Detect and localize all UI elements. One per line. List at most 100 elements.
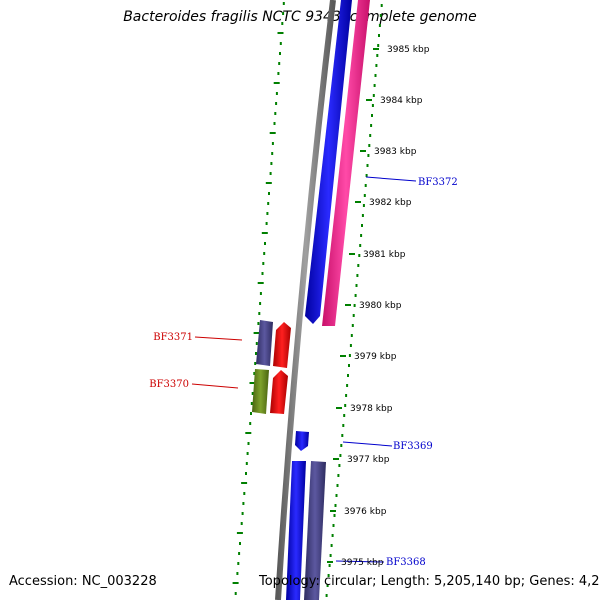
scale-minor-tick	[355, 284, 358, 287]
scale-minor-tick	[336, 484, 339, 487]
gc-tick	[273, 82, 280, 84]
scale-minor-tick	[354, 294, 357, 297]
scale-minor-tick	[366, 164, 369, 167]
scale-tick-label: 3983 kbp	[374, 147, 417, 157]
scale-minor-tick	[379, 14, 382, 17]
gc-tick	[282, 2, 285, 5]
scale-minor-tick	[371, 114, 373, 117]
scale-minor-tick	[330, 544, 333, 547]
label-line-BF3371	[194, 336, 243, 341]
accession-label: Accession: NC_003228	[9, 574, 157, 589]
gc-tick	[241, 482, 248, 484]
gc-tick	[281, 22, 284, 25]
scale-minor-tick	[358, 254, 361, 257]
gc-tick	[268, 192, 270, 195]
label-line-BF3370	[191, 383, 239, 389]
scale-minor-tick	[337, 474, 340, 477]
gc-tick	[266, 212, 269, 215]
gc-tick	[255, 352, 257, 355]
gene-feature-BF3370[interactable]	[270, 370, 288, 414]
scale-minor-tick	[348, 354, 351, 357]
gene-feature-BF3371[interactable]	[273, 322, 291, 368]
scale-minor-tick	[345, 394, 348, 397]
scale-minor-tick	[350, 334, 353, 337]
gc-tick	[257, 282, 264, 284]
gc-tick	[234, 592, 237, 595]
scale-minor-tick	[342, 424, 345, 427]
gc-tick	[238, 552, 241, 555]
gene-feature-BF3368-cds[interactable]	[286, 461, 306, 600]
scale-minor-tick	[378, 24, 381, 27]
gene-label-BF3368[interactable]: BF3368	[386, 557, 426, 568]
scale-minor-tick	[377, 44, 380, 47]
scale-minor-tick	[351, 324, 354, 327]
gc-tick	[236, 532, 243, 534]
gene-feature-BF3369[interactable]	[295, 431, 309, 451]
gc-tick	[271, 142, 274, 145]
scale-minor-tick	[365, 174, 368, 177]
scale-tick-label: 3975 kbp	[341, 558, 384, 568]
gc-tick	[261, 232, 268, 234]
gc-tick	[243, 492, 246, 495]
gc-tick	[241, 512, 244, 515]
scale-tick-label: 3976 kbp	[344, 507, 387, 517]
scale-minor-tick	[325, 594, 328, 597]
gene-label-BF3372[interactable]: BF3372	[418, 177, 458, 188]
gc-tick	[267, 202, 270, 205]
scale-minor-tick	[353, 304, 356, 307]
gc-tick	[269, 172, 272, 175]
gc-tick	[240, 522, 243, 525]
scale-minor-tick	[346, 384, 349, 387]
gc-tick	[245, 472, 247, 475]
scale-minor-tick	[375, 64, 378, 67]
scale-tick-label: 3984 kbp	[380, 96, 423, 106]
gene-label-BF3369[interactable]: BF3369	[393, 441, 433, 452]
gene-feature-BF3372[interactable]	[322, 0, 370, 326]
scale-minor-tick	[334, 504, 337, 507]
gene-feature-BF3371-purple[interactable]	[256, 320, 273, 366]
gene-label-BF3370[interactable]: BF3370	[149, 379, 189, 390]
scale-minor-tick	[361, 224, 363, 227]
scale-minor-tick	[332, 524, 335, 527]
gc-tick	[232, 582, 239, 584]
scale-minor-tick	[376, 54, 379, 57]
gc-tick	[258, 312, 261, 315]
scale-minor-tick	[373, 84, 376, 87]
gc-tick	[253, 372, 256, 375]
gc-tick	[255, 342, 258, 345]
gc-tick	[247, 442, 250, 445]
gc-tick	[265, 182, 272, 184]
scale-minor-tick	[362, 204, 365, 207]
gc-tick	[264, 242, 266, 245]
scale-minor-tick	[370, 124, 373, 127]
scale-minor-tick	[348, 364, 350, 367]
gene-feature-BF3370-olive[interactable]	[252, 369, 269, 414]
gene-feature-BF3372-cds[interactable]	[305, 0, 352, 324]
gc-tick	[261, 272, 264, 275]
gc-tick	[250, 412, 252, 415]
scale-minor-tick	[347, 374, 349, 377]
scale-minor-tick	[333, 514, 336, 517]
gc-tick	[263, 252, 266, 255]
gc-tick	[277, 32, 284, 34]
scale-minor-tick	[363, 194, 366, 197]
gc-tick	[242, 502, 245, 505]
scale-tick-label: 3982 kbp	[369, 198, 412, 208]
gc-tick	[249, 382, 256, 384]
scale-minor-tick	[372, 94, 375, 97]
scale-minor-tick	[341, 434, 344, 437]
gene-feature-BF3368[interactable]	[304, 461, 326, 600]
scale-minor-tick	[364, 184, 367, 187]
gc-tick	[236, 572, 239, 575]
scale-minor-tick	[371, 104, 374, 107]
gc-tick	[265, 222, 268, 225]
gene-label-BF3371[interactable]: BF3371	[153, 332, 193, 343]
scale-minor-tick	[344, 404, 347, 407]
scale-tick-label: 3977 kbp	[347, 455, 390, 465]
scale-minor-tick	[367, 154, 370, 157]
gc-tick	[237, 562, 240, 565]
gc-tick	[249, 422, 252, 425]
gc-tick	[279, 52, 281, 55]
gc-tick	[259, 302, 262, 305]
topology-label: Topology: circular; Length: 5,205,140 bp…	[259, 574, 600, 589]
